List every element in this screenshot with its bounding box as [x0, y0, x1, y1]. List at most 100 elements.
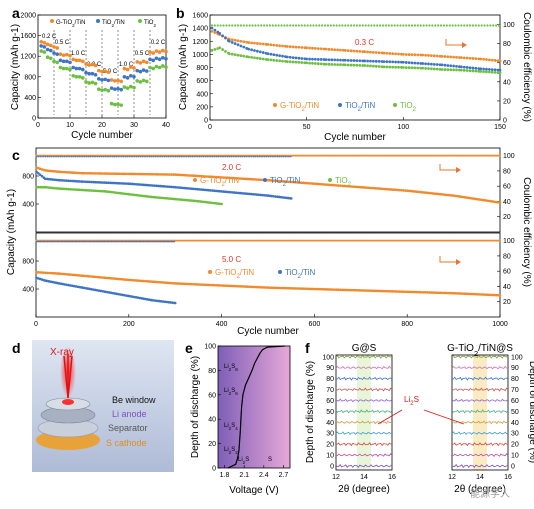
ce-point [64, 240, 67, 243]
text-span: Li [224, 447, 229, 453]
data-point [103, 87, 107, 92]
ce-point [39, 155, 41, 158]
y-tick-label: 400 [22, 202, 34, 209]
data-point [157, 184, 160, 188]
ce-point [478, 239, 481, 242]
ce-point [483, 24, 486, 27]
ce-point [209, 239, 212, 242]
legend-label: TiO2 [400, 101, 417, 113]
ce-point [326, 239, 329, 242]
ce-point [137, 155, 140, 158]
ce-point [176, 155, 179, 158]
ce-point [441, 154, 444, 157]
ce-point [464, 154, 467, 157]
ce-point [434, 24, 437, 27]
data-point [244, 177, 248, 181]
data-point [261, 57, 265, 61]
data-point [92, 180, 95, 184]
ce-point [461, 239, 464, 242]
ce-point [331, 154, 334, 157]
data-point [385, 65, 389, 69]
data-point [342, 288, 346, 292]
ce-point [280, 24, 283, 27]
xrd-pattern [335, 387, 393, 392]
ce-point [101, 240, 103, 243]
y-right-tick-label: 40 [503, 199, 511, 206]
data-point [136, 279, 140, 282]
text-span: G-TiO [56, 20, 72, 26]
data-point [109, 78, 114, 82]
xrd-pattern [335, 464, 393, 468]
ce-point [354, 154, 357, 157]
ce-point [262, 155, 264, 158]
data-point [446, 64, 450, 67]
ce-point [387, 239, 390, 242]
annotation-line [377, 409, 403, 425]
xrd-pattern [335, 365, 393, 370]
ce-point [286, 155, 288, 158]
data-point [59, 170, 63, 174]
data-point [103, 69, 107, 73]
x-tick-label: 20 [98, 122, 106, 129]
ce-point [104, 155, 106, 158]
ce-point [135, 240, 138, 243]
ce-point [475, 154, 478, 157]
ce-point [60, 240, 63, 243]
ce-point [407, 154, 410, 157]
ce-point [357, 239, 360, 242]
data-point [84, 180, 88, 184]
data-point [81, 188, 84, 192]
ce-point [196, 239, 199, 242]
data-point [147, 172, 151, 176]
data-point [415, 290, 418, 294]
ce-point [89, 240, 92, 243]
ce-point [485, 239, 488, 242]
data-point [370, 186, 374, 190]
ce-point [466, 24, 469, 27]
ce-point [213, 239, 216, 242]
ce-point [251, 239, 254, 242]
data-point [450, 291, 454, 295]
data-point [461, 292, 465, 295]
data-point [210, 49, 214, 52]
ce-point [468, 154, 471, 157]
data-point [119, 79, 123, 84]
data-point [449, 64, 453, 68]
data-point [132, 85, 136, 90]
data-point [291, 60, 295, 64]
ce-point [337, 154, 340, 157]
ce-point [422, 24, 425, 27]
data-point [398, 188, 402, 192]
data-point [413, 53, 417, 57]
ce-point [150, 155, 153, 158]
data-point [63, 179, 67, 182]
data-point [58, 52, 63, 56]
ce-point [423, 154, 426, 157]
layer-label-cathode: S cathode [106, 438, 147, 448]
x-tick-label: 14 [360, 474, 368, 481]
data-point [383, 289, 387, 293]
x-axis-title: Voltage (V) [229, 485, 278, 496]
data-point [300, 46, 304, 49]
ce-point [345, 154, 348, 157]
data-point [388, 60, 392, 64]
y-right-tick-label: 40 [503, 79, 511, 86]
ce-point [140, 240, 142, 243]
ce-point [223, 239, 226, 242]
data-point [346, 288, 350, 292]
ce-point [411, 239, 414, 242]
data-point [175, 282, 179, 285]
ce-point [154, 155, 157, 158]
ce-point [111, 155, 114, 158]
data-point [90, 62, 95, 67]
ce-point [487, 239, 490, 242]
data-point [430, 291, 433, 294]
ce-point [322, 239, 325, 242]
y-right-tick-label: 40 [503, 284, 511, 291]
ce-point [416, 24, 419, 27]
ce-point [389, 154, 392, 157]
ce-point [496, 154, 499, 157]
ce-point [497, 24, 501, 27]
data-point [120, 182, 123, 185]
ce-point [425, 24, 428, 27]
